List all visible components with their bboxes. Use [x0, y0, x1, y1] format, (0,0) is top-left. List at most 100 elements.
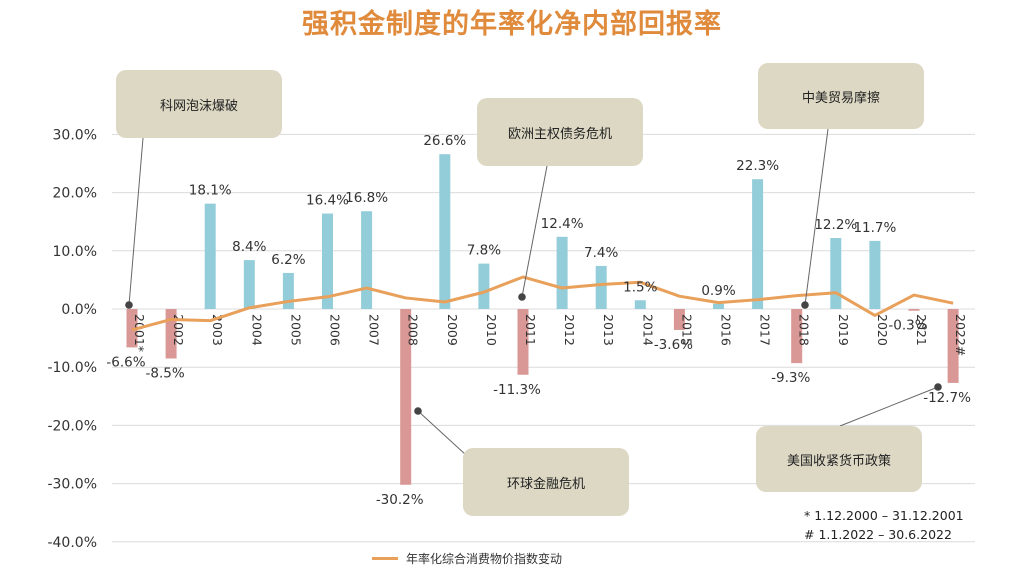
bar [908, 309, 920, 311]
annotation-dot [125, 301, 133, 309]
x-tick-label: 2016 [719, 314, 734, 346]
x-tick-label: 2006 [328, 314, 343, 346]
footnote-2022: # 1.1.2022 – 30.6.2022 [804, 527, 952, 542]
cpi-line [131, 275, 954, 332]
x-tick-label: 2022# [953, 314, 968, 356]
annotation-us-tightening: 美国收紧货币政策 [756, 426, 922, 492]
footnote-2001: * 1.12.2000 – 31.12.2001 [804, 508, 964, 523]
data-label: -9.3% [771, 370, 810, 386]
bar [361, 211, 373, 309]
data-label: 7.8% [467, 243, 501, 259]
x-tick-label: 2008 [406, 314, 421, 346]
x-tick-label: 2018 [797, 314, 812, 346]
annotation-euro-debt-text: 欧洲主权债务危机 [507, 126, 612, 142]
annotation-dot [414, 407, 422, 415]
x-tick-label: 2020 [875, 314, 890, 346]
x-tick-label: 2004 [249, 314, 264, 346]
annotation-connector [804, 128, 829, 306]
bar [204, 203, 216, 309]
annotation-financial-crisis: 环球金融危机 [463, 448, 629, 516]
x-tick-label: 2001* [132, 314, 147, 352]
y-tick-label: -30.0% [47, 477, 97, 493]
annotation-connector [128, 137, 144, 306]
annotation-financial-crisis-text: 环球金融危机 [506, 476, 585, 492]
bar [439, 154, 451, 309]
data-label: 26.6% [423, 133, 466, 149]
x-tick-label: 2013 [601, 314, 616, 346]
y-tick-label: 10.0% [53, 244, 97, 260]
data-label: 7.4% [584, 245, 618, 261]
data-label: -11.3% [493, 382, 541, 398]
x-tick-label: 2002 [171, 314, 186, 346]
annotation-dot [801, 301, 809, 309]
bar [478, 263, 490, 309]
data-label: 16.8% [345, 190, 388, 206]
legend: 年率化综合消费物价指数变动 [372, 550, 562, 567]
x-tick-label: 2021 [914, 314, 929, 346]
x-tick-label: 2005 [288, 314, 303, 346]
bar [713, 303, 724, 309]
data-label: -8.5% [146, 365, 185, 381]
bar [830, 237, 842, 309]
annotation-trade-war: 中美贸易摩擦 [758, 63, 924, 129]
data-label: -30.2% [376, 492, 424, 508]
bar [673, 309, 685, 330]
x-tick-label: 2003 [210, 314, 225, 346]
annotation-us-tightening-text: 美国收紧货币政策 [786, 453, 891, 469]
legend-label: 年率化综合消费物价指数变动 [406, 552, 563, 566]
bar [869, 240, 881, 309]
x-tick-label: 2015 [679, 314, 694, 346]
data-label: -3.6% [654, 337, 693, 353]
bar [126, 309, 138, 348]
data-label: 8.4% [232, 239, 266, 255]
y-tick-label: -40.0% [47, 535, 97, 551]
legend-line-swatch [372, 557, 398, 560]
x-tick-label: 2014 [640, 314, 655, 346]
data-label: 12.2% [814, 217, 857, 233]
bar [282, 272, 294, 309]
bar [791, 309, 803, 364]
bar [165, 309, 177, 359]
bar [517, 309, 529, 375]
y-tick-label: -10.0% [47, 360, 97, 376]
y-tick-label: 30.0% [53, 127, 97, 143]
chart-title: 强积金制度的年率化净内部回报率 [302, 9, 722, 40]
y-tick-label: 20.0% [53, 186, 97, 202]
x-tick-label: 2017 [758, 314, 773, 346]
annotation-dot [518, 293, 526, 301]
bar [634, 300, 646, 309]
x-tick-label: 2019 [836, 314, 851, 346]
bar [752, 179, 764, 309]
annotation-euro-debt: 欧洲主权债务危机 [477, 98, 643, 166]
bar [947, 309, 959, 383]
data-label: 0.9% [701, 283, 735, 299]
bar [595, 265, 607, 309]
data-label: 11.7% [853, 220, 896, 236]
y-tick-label: 0.0% [61, 302, 97, 318]
data-label: -12.7% [923, 390, 971, 406]
data-label: 1.5% [623, 279, 657, 295]
data-label: -6.6% [106, 354, 145, 370]
annotation-trade-war-text: 中美贸易摩擦 [801, 90, 880, 106]
data-label: 6.2% [271, 252, 305, 268]
x-tick-label: 2012 [562, 314, 577, 346]
data-label: 16.4% [306, 193, 349, 209]
bar [322, 213, 333, 309]
x-tick-label: 2010 [484, 314, 499, 346]
data-label: -0.3% [888, 318, 927, 334]
annotation-dot [934, 383, 942, 391]
annotation-dotcom-text: 科网泡沫爆破 [159, 98, 238, 114]
bar [556, 236, 568, 309]
annotation-connector [521, 165, 548, 298]
footnotes: * 1.12.2000 – 31.12.2001 # 1.1.2022 – 30… [804, 506, 964, 544]
data-label: 12.4% [541, 216, 584, 232]
annotation-connector [839, 386, 939, 427]
annotation-dotcom: 科网泡沫爆破 [116, 70, 282, 138]
x-tick-label: 2011 [523, 314, 538, 346]
x-tick-label: 2007 [367, 314, 382, 346]
data-label: 18.1% [189, 183, 232, 199]
data-label: 22.3% [736, 158, 779, 174]
x-tick-label: 2009 [445, 314, 460, 346]
y-tick-label: -20.0% [47, 418, 97, 434]
